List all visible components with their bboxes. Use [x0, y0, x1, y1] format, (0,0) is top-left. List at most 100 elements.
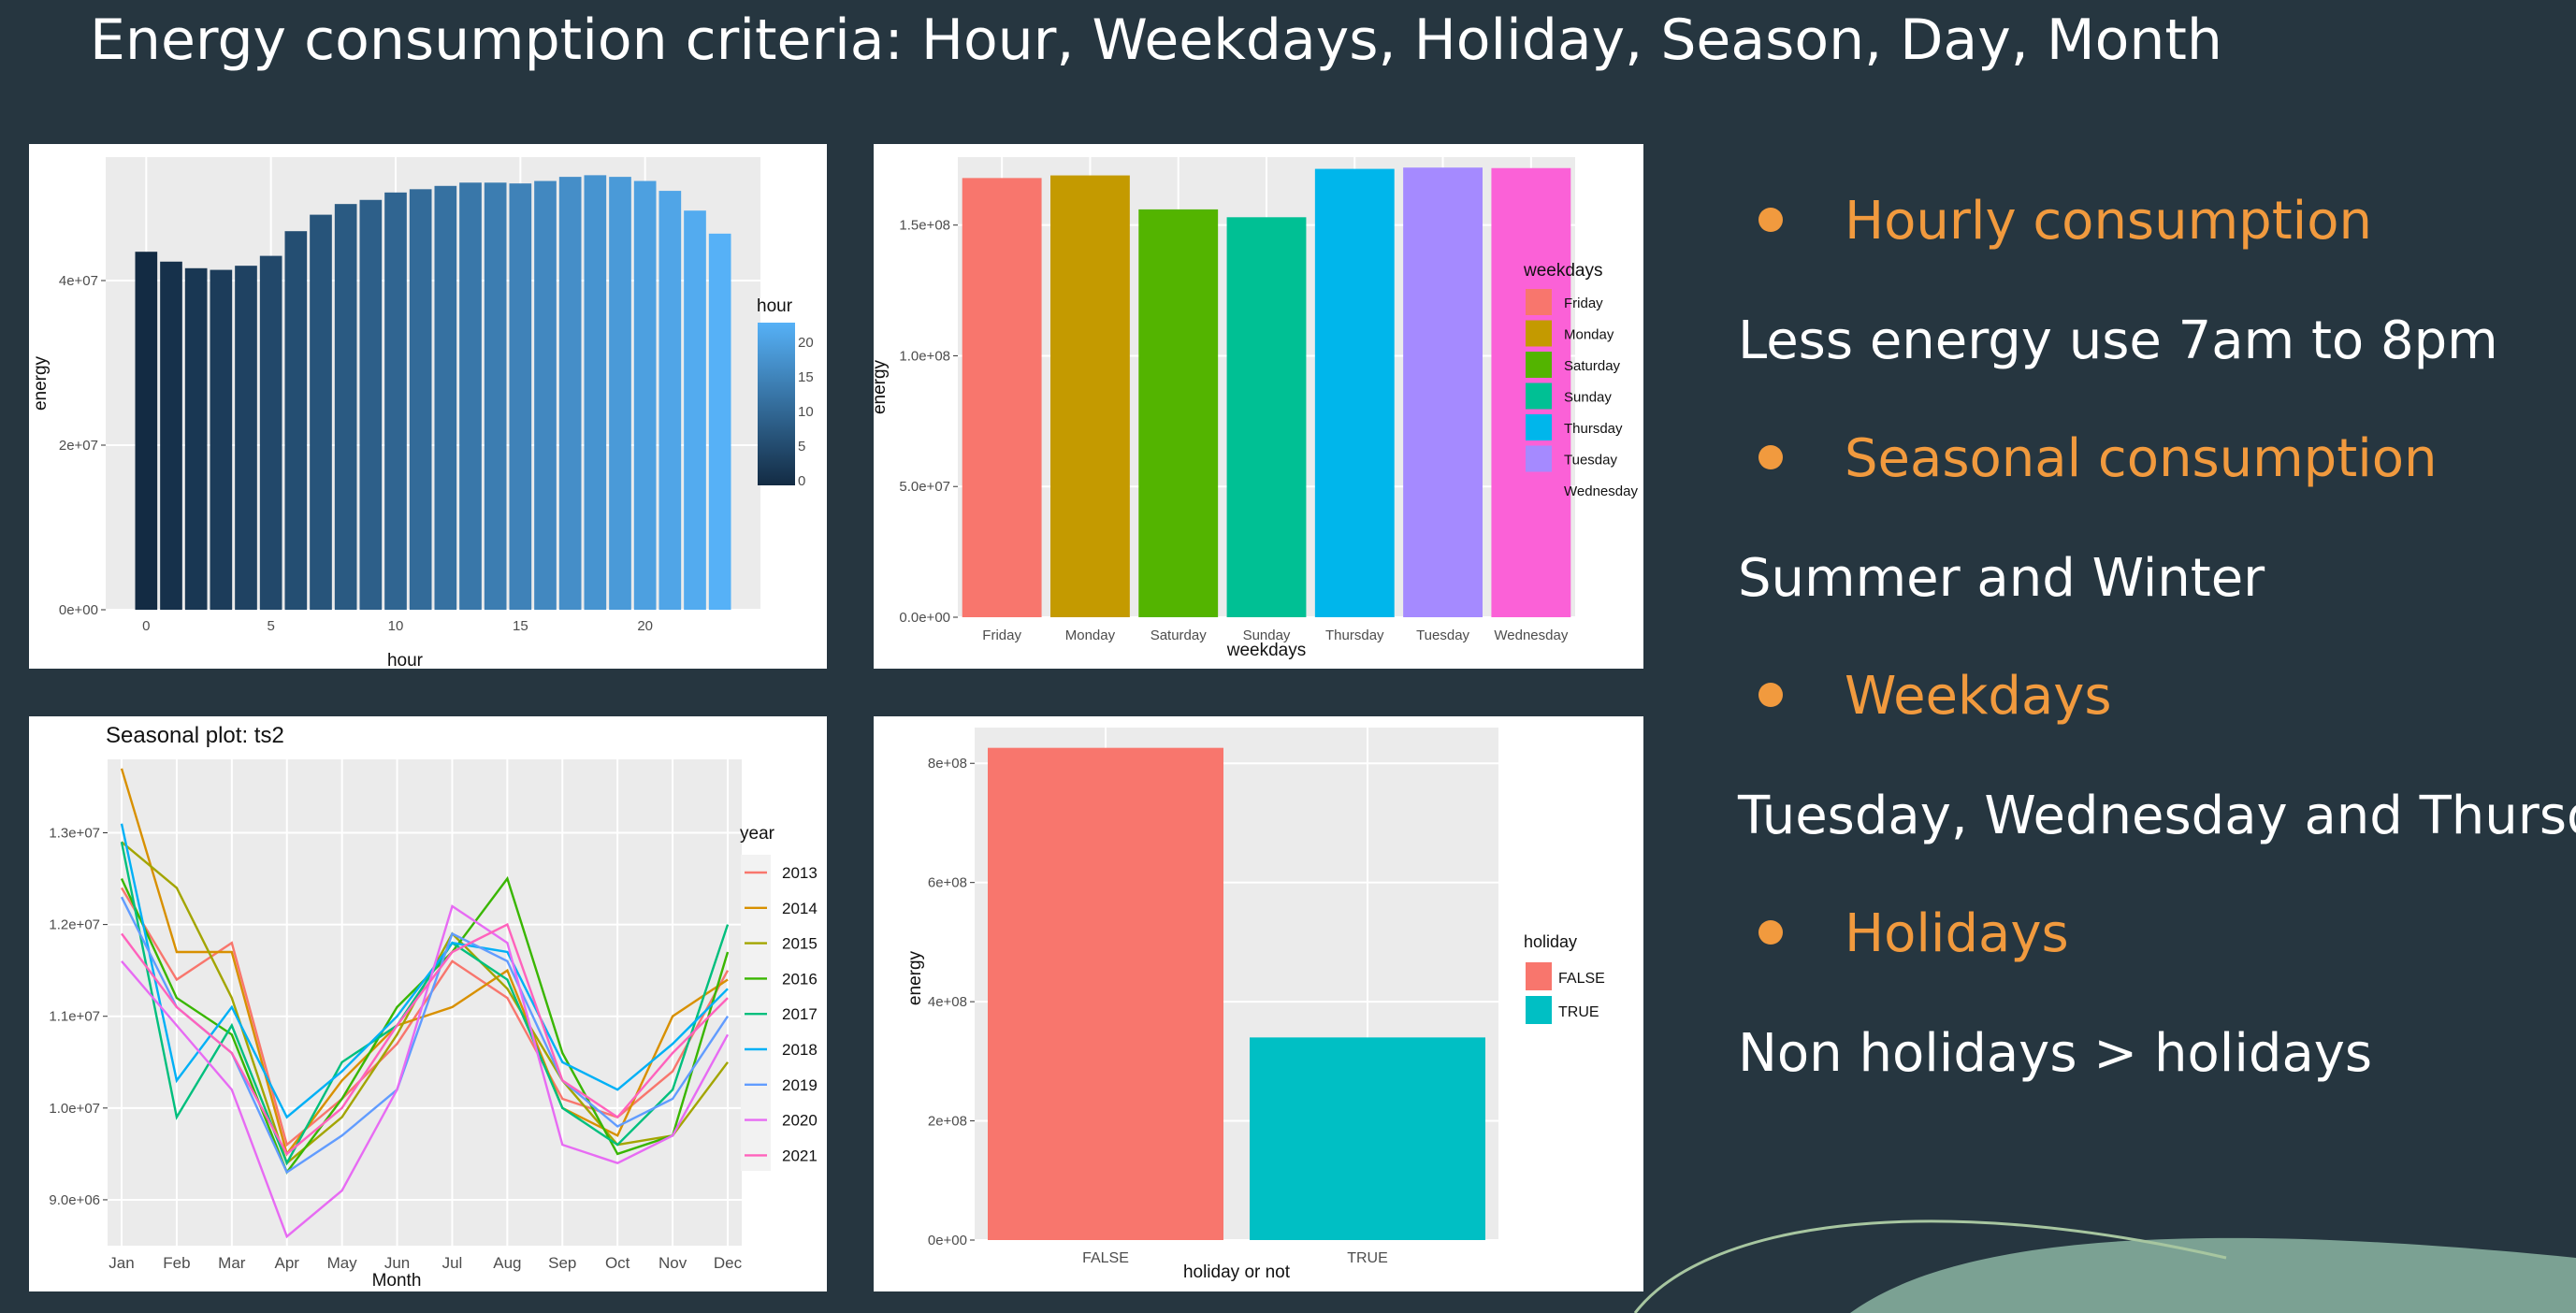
y-axis-label: energy [905, 950, 925, 1005]
legend-title: weekdays [1523, 261, 1603, 281]
x-tick-label: Apr [274, 1254, 299, 1272]
legend-swatch [1526, 996, 1552, 1024]
bar [962, 178, 1042, 617]
y-tick-label: 1.2e+07 [49, 917, 100, 933]
legend-label: 2018 [782, 1041, 818, 1059]
bar [334, 204, 357, 610]
x-axis-label: weekdays [1226, 641, 1307, 660]
bar [684, 210, 706, 610]
y-tick-label: 2e+08 [928, 1114, 967, 1130]
y-tick-label: 1.5e+08 [899, 218, 950, 234]
legend-swatch [1526, 414, 1552, 440]
legend-label: Thursday [1564, 421, 1623, 437]
x-tick-label: Tuesday [1416, 628, 1469, 643]
bullet-dot-icon [1758, 444, 1783, 469]
y-tick-label: 1.3e+07 [49, 825, 100, 841]
y-tick-label: 4e+08 [928, 994, 967, 1010]
x-tick-label: Mar [218, 1254, 246, 1272]
legend-label: 15 [798, 369, 814, 385]
y-axis-label: energy [874, 359, 890, 414]
hourly-chart-panel: 0e+00 2e+07 4e+07 0 5 10 15 20 hour energy hour 20 1… [29, 144, 827, 669]
y-tick-label: 2e+07 [59, 438, 98, 454]
bar [1250, 1037, 1485, 1240]
bullet-holidays: Holidays [1738, 903, 2069, 964]
x-tick-label: Saturday [1151, 628, 1208, 643]
legend-colorbar [758, 323, 795, 485]
bullet-text: Tuesday, Wednesday and Thursday [1738, 786, 2576, 846]
bar [1314, 168, 1395, 618]
weekdays-bar-chart: 0.0e+00 5.0e+07 1.0e+08 1.5e+08 Friday Monday… [874, 157, 1638, 660]
bar [359, 199, 383, 610]
legend-label: Tuesday [1564, 453, 1617, 469]
x-tick-label: Feb [163, 1254, 190, 1272]
y-tick-label: 0e+00 [928, 1233, 967, 1248]
bullet-heading: Weekdays [1845, 666, 2112, 727]
y-axis-label: energy [31, 355, 51, 411]
bullet-heading: Seasonal consumption [1845, 428, 2438, 489]
y-tick-label: 1.1e+07 [49, 1009, 100, 1025]
bar [1403, 167, 1483, 617]
legend-label: 2013 [782, 864, 818, 882]
legend-label: 20 [798, 335, 814, 351]
hourly-bar-chart: 0e+00 2e+07 4e+07 0 5 10 15 20 hour energy hour 20 1… [31, 157, 814, 669]
series-line [120, 823, 729, 1119]
bar [384, 192, 407, 610]
bar [708, 233, 731, 610]
x-tick-label: Dec [714, 1254, 743, 1272]
bullet-seasonal: Seasonal consumption [1738, 428, 2438, 489]
legend-label: 2017 [782, 1005, 818, 1023]
x-tick-label: 15 [513, 618, 528, 634]
weekdays-chart-panel: 0.0e+00 5.0e+07 1.0e+08 1.5e+08 Friday Monday… [874, 144, 1643, 669]
bar [633, 180, 657, 610]
bullet-text: Less energy use 7am to 8pm [1738, 310, 2498, 371]
series-line [120, 842, 730, 1166]
x-tick-label: 0 [142, 618, 150, 634]
legend-swatch [1526, 382, 1552, 410]
holiday-chart-panel: 0e+00 2e+08 4e+08 6e+08 8e+08 FALSE TRUE holida… [874, 716, 1643, 1291]
legend-label: Sunday [1564, 390, 1612, 406]
legend-title: year [740, 824, 775, 844]
legend-swatch [1526, 962, 1552, 990]
y-tick-label: 4e+07 [59, 273, 98, 289]
x-tick-label: Jul [442, 1254, 463, 1272]
x-tick-label: 5 [267, 618, 274, 634]
x-tick-label: Nov [658, 1254, 687, 1272]
chart-title: Seasonal plot: ts2 [106, 723, 284, 748]
bar [259, 255, 282, 610]
bar [210, 269, 233, 610]
legend-title: holiday [1524, 932, 1577, 951]
legend-label: 0 [798, 473, 805, 489]
bar [484, 182, 507, 610]
x-axis-label: holiday or not [1183, 1262, 1291, 1282]
holiday-bar-chart: 0e+00 2e+08 4e+08 6e+08 8e+08 FALSE TRUE holida… [905, 728, 1605, 1282]
legend-title: hour [757, 296, 793, 316]
legend-label: 10 [798, 404, 814, 420]
bar [459, 182, 482, 610]
seasonal-line-chart: Seasonal plot: ts2 9.0e+06 1.0e+07 1.1e+07 1… [49, 723, 818, 1291]
bar [184, 267, 208, 610]
x-axis-label: Month [372, 1271, 422, 1291]
x-tick-label: Wednesday [1494, 628, 1568, 643]
legend-label: 5 [798, 439, 805, 454]
bullet-dot-icon [1758, 919, 1783, 945]
bar [310, 214, 332, 610]
series-line [120, 887, 730, 1147]
legend-label: TRUE [1558, 1004, 1599, 1020]
x-tick-label: TRUE [1347, 1250, 1388, 1266]
y-tick-label: 0.0e+00 [899, 610, 950, 626]
bar [1050, 175, 1130, 617]
x-tick-label: FALSE [1082, 1250, 1129, 1266]
legend-label: Saturday [1564, 358, 1621, 374]
x-tick-label: Thursday [1325, 628, 1384, 643]
y-tick-label: 9.0e+06 [49, 1192, 100, 1208]
x-tick-label: Friday [982, 628, 1021, 643]
bullet-hourly: Hourly consumption [1738, 191, 2372, 252]
bar [284, 231, 308, 610]
seasonal-chart-panel: Seasonal plot: ts2 9.0e+06 1.0e+07 1.1e+07 1… [29, 716, 827, 1291]
bar [434, 185, 457, 611]
x-tick-label: Jun [384, 1254, 410, 1272]
legend-label: 2020 [782, 1112, 818, 1130]
x-tick-label: Sep [548, 1254, 576, 1272]
x-axis-label: hour [387, 651, 424, 669]
bar [609, 177, 631, 610]
